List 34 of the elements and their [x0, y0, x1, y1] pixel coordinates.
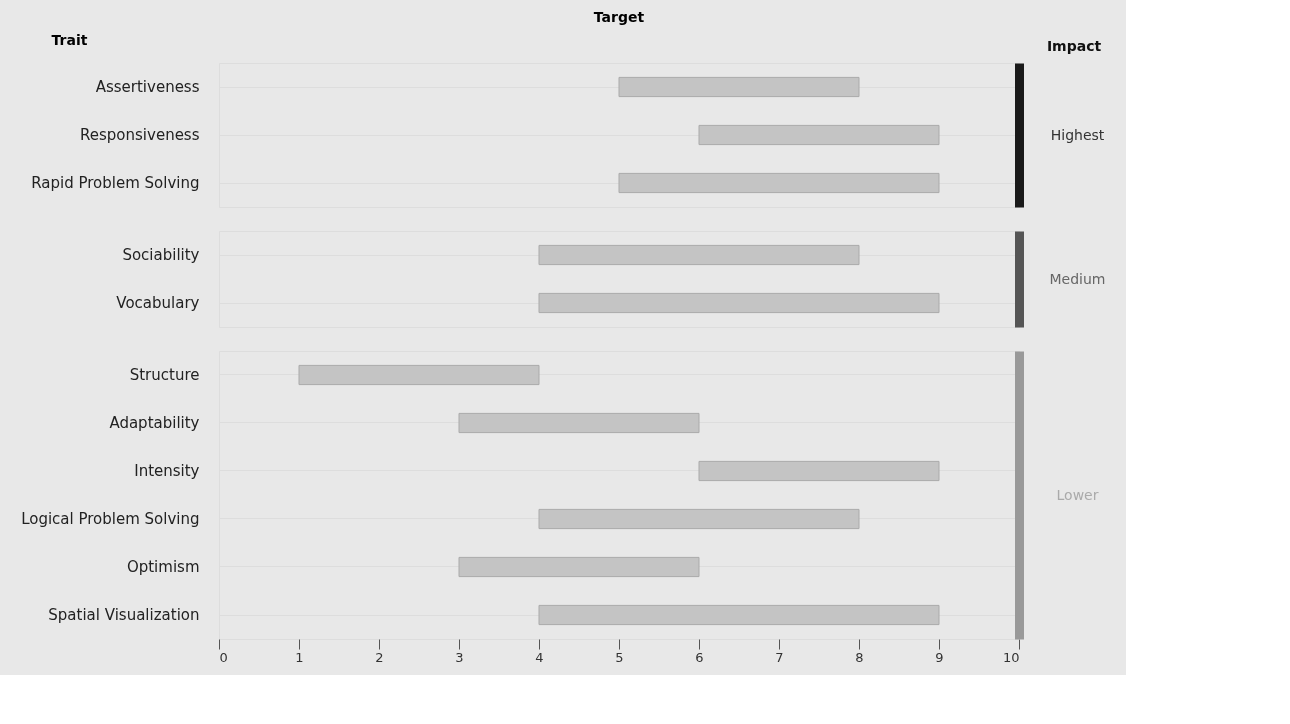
bar: [538, 604, 940, 626]
x-tick-label: 7: [775, 649, 784, 665]
y-tick-label: Rapid Problem Solving: [31, 174, 200, 192]
y-axis-title: Trait: [51, 31, 88, 48]
x-tick-label: 2: [375, 649, 384, 665]
x-tick-label: 4: [535, 649, 544, 665]
x-tick-label: 0: [219, 649, 228, 665]
x-tick-label: 5: [615, 649, 624, 665]
bar: [458, 412, 700, 434]
x-tick-label: 8: [855, 649, 864, 665]
x-tick-label: 1: [295, 649, 304, 665]
x-tick-label: 3: [455, 649, 464, 665]
y-tick-label: Optimism: [126, 558, 200, 576]
y2-axis-title: Lower: [1056, 486, 1099, 503]
chart-title: Target: [593, 9, 645, 25]
y-tick-label: Responsiveness: [80, 126, 200, 144]
y-tick-label: Vocabulary: [116, 294, 200, 312]
x-tick-label: 6: [695, 649, 704, 665]
y-tick-label: Spatial Visualization: [48, 606, 200, 624]
y-tick-label: Logical Problem Solving: [21, 510, 200, 528]
y2-axis-title: Highest: [1050, 126, 1105, 143]
bar: [538, 508, 860, 530]
bar: [698, 460, 940, 482]
y-tick-label: Adaptability: [109, 414, 200, 432]
y-tick-label: Structure: [129, 366, 200, 384]
y2-axis-title: Medium: [1049, 270, 1106, 287]
x-tick-label: 10: [1002, 649, 1020, 665]
bar: [298, 364, 540, 386]
text: Impact: [1046, 38, 1102, 54]
y-tick-label: Assertiveness: [95, 78, 200, 96]
bar: [458, 556, 700, 578]
y-tick-label: Intensity: [134, 462, 200, 480]
x-tick-label: 9: [935, 649, 944, 665]
y-tick-label: Sociability: [122, 246, 200, 264]
